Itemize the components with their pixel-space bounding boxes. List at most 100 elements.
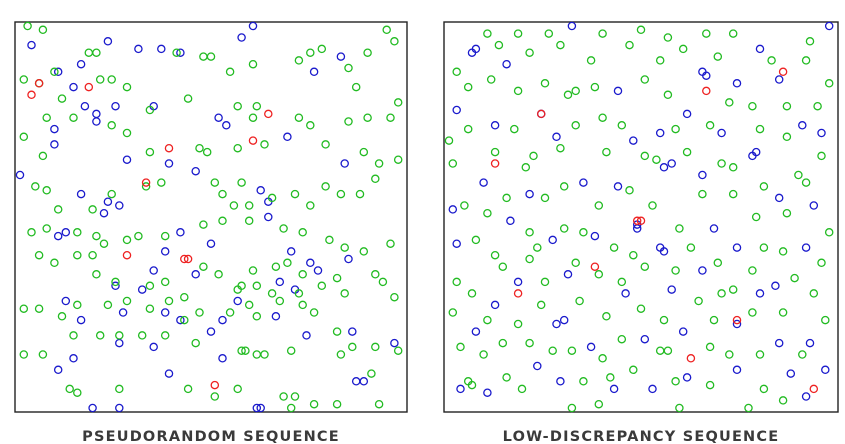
green-point — [271, 262, 281, 271]
green-point — [92, 231, 101, 241]
blue-point — [667, 159, 676, 168]
red-point — [141, 178, 151, 187]
red-point — [590, 262, 600, 271]
green-point — [525, 48, 534, 57]
green-point — [233, 143, 242, 153]
green-point — [548, 346, 557, 355]
blue-point — [76, 189, 86, 199]
red-point — [513, 289, 523, 298]
green-point — [629, 250, 638, 260]
green-point — [479, 350, 488, 359]
blue-point — [111, 281, 120, 291]
blue-point — [306, 258, 315, 268]
blue-point — [222, 121, 231, 130]
green-point — [801, 56, 811, 65]
green-point — [471, 235, 481, 245]
green-point — [371, 174, 380, 184]
red-point — [536, 109, 546, 119]
green-point — [344, 63, 353, 73]
green-point — [95, 75, 105, 84]
blue-point — [559, 315, 569, 325]
green-point — [317, 281, 327, 291]
green-point — [199, 52, 208, 61]
blue-point — [586, 342, 596, 352]
green-point — [122, 296, 132, 306]
blue-point — [552, 132, 561, 142]
green-point — [50, 67, 59, 77]
blue-point — [563, 270, 573, 279]
green-point — [210, 178, 220, 187]
blue-point — [157, 44, 166, 54]
green-point — [778, 396, 788, 405]
green-point — [467, 380, 477, 390]
green-point — [378, 277, 388, 287]
blue-point — [191, 270, 200, 279]
blue-point — [309, 67, 319, 77]
blue-point — [817, 128, 826, 138]
green-point — [374, 159, 384, 168]
green-point — [617, 277, 627, 287]
blue-point — [351, 377, 361, 386]
green-point — [782, 208, 792, 218]
green-point — [778, 247, 788, 256]
blue-point — [471, 327, 481, 336]
blue-point — [621, 289, 630, 298]
green-point — [444, 136, 454, 145]
green-point — [755, 124, 765, 134]
green-point — [191, 338, 200, 348]
red-point — [636, 216, 646, 226]
green-point — [579, 377, 588, 386]
blue-point — [525, 189, 534, 199]
green-point — [798, 350, 807, 359]
green-point — [195, 308, 204, 317]
green-point — [748, 266, 757, 275]
green-point — [559, 182, 569, 191]
blue-point — [137, 285, 147, 294]
green-point — [145, 147, 155, 157]
green-point — [42, 113, 51, 122]
blue-point — [682, 109, 692, 119]
green-point — [19, 350, 29, 359]
green-point — [625, 186, 634, 195]
red-point — [27, 90, 36, 100]
green-point — [540, 277, 550, 287]
green-point — [225, 67, 235, 77]
blue-point — [149, 342, 158, 352]
blue-point — [313, 266, 323, 275]
green-point — [290, 189, 300, 199]
blue-point — [340, 159, 349, 168]
blue-point — [115, 338, 124, 348]
blue-point — [774, 75, 784, 84]
green-point — [386, 113, 395, 122]
green-point — [233, 384, 242, 394]
green-point — [31, 182, 40, 191]
green-point — [103, 300, 113, 310]
blue-point — [490, 300, 500, 310]
green-point — [252, 312, 262, 321]
blue-point — [218, 354, 227, 363]
green-point — [625, 40, 634, 50]
low-discrepancy-title: LOW-DISCREPANCY SEQUENCE — [503, 429, 780, 444]
blue-point — [164, 369, 174, 378]
blue-point — [732, 319, 742, 329]
blue-point — [533, 361, 542, 371]
green-point — [694, 296, 703, 306]
green-point — [367, 369, 376, 378]
green-point — [371, 342, 380, 352]
blue-point — [506, 216, 515, 226]
green-point — [579, 228, 588, 237]
green-point — [180, 315, 189, 325]
blue-point — [264, 212, 273, 222]
blue-point — [390, 338, 399, 348]
green-point — [393, 155, 403, 164]
green-point — [233, 285, 242, 294]
green-point — [69, 113, 78, 122]
blue-point — [751, 147, 761, 157]
green-point — [782, 132, 792, 142]
blue-point — [732, 79, 742, 88]
green-point — [609, 243, 619, 252]
blue-point — [771, 281, 780, 291]
green-point — [556, 40, 565, 50]
green-point — [363, 48, 372, 57]
green-point — [805, 37, 815, 46]
